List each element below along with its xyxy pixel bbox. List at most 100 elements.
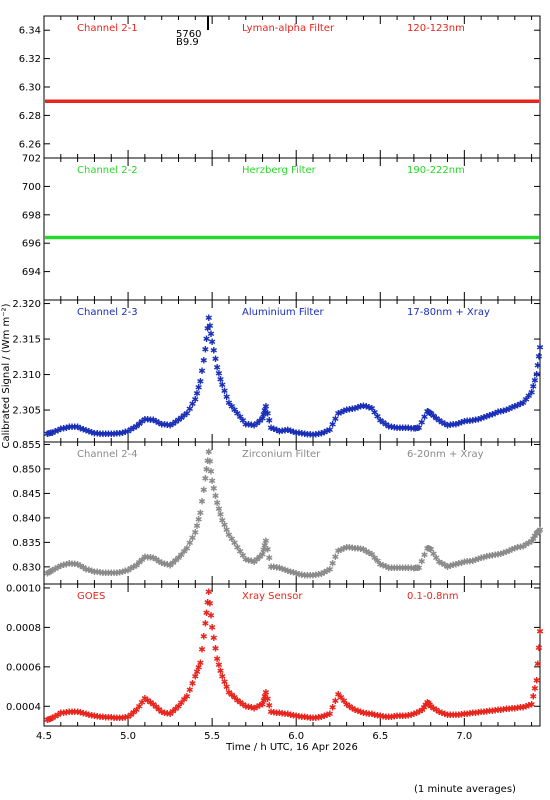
data-point: ✱ [278,565,286,575]
data-point: ✱ [528,537,536,547]
data-point: ✱ [144,553,152,563]
data-point: ✱ [281,710,289,720]
data-point: ✱ [360,402,368,412]
data-point: ✱ [242,702,250,712]
data-point: ✱ [82,710,90,720]
data-point: ✱ [323,567,331,577]
data-point: ✱ [379,562,387,572]
data-point: ✱ [262,537,270,547]
data-point: ✱ [452,420,460,430]
data-point: ✱ [116,714,124,724]
data-point: ✱ [534,362,542,372]
data-point: ✱ [180,696,188,706]
data-point: ✱ [44,430,52,440]
data-point: ✱ [203,466,211,476]
data-point: ✱ [399,712,407,722]
data-point: ✱ [323,711,331,721]
data-point: ✱ [469,557,477,567]
data-point: ✱ [533,677,541,687]
data-point: ✱ [519,542,527,552]
data-point: ✱ [99,713,107,723]
data-point: ✱ [242,420,250,430]
data-point: ✱ [402,564,410,574]
data-point: ✱ [435,558,443,568]
band-label: 190-222nm [407,165,465,176]
data-point: ✱ [427,546,435,556]
data-point: ✱ [102,569,110,579]
data-point: ✱ [309,714,317,724]
data-point: ✱ [489,411,497,421]
data-point: ✱ [329,420,337,430]
data-point: ✱ [463,558,471,568]
y-tick-label: 6.26 [19,139,41,150]
data-point: ✱ [266,702,274,712]
data-point: ✱ [497,407,505,417]
data-point: ✱ [405,711,413,721]
data-point: ✱ [198,367,206,377]
data-point: ✱ [413,564,421,574]
data-point: ✱ [379,419,387,429]
data-point: ✱ [192,395,200,405]
data-point: ✱ [393,564,401,574]
data-point: ✱ [183,410,191,420]
data-point: ✱ [253,703,261,713]
data-point: ✱ [166,422,174,432]
data-point: ✱ [234,410,242,420]
data-point: ✱ [228,691,236,701]
data-point: ✱ [530,382,538,392]
data-point: ✱ [326,565,334,575]
y-tick-label: 2.320 [12,299,41,310]
data-point: ✱ [65,559,73,569]
data-point: ✱ [136,559,144,569]
data-point: ✱ [382,420,390,430]
data-point: ✱ [368,405,376,415]
data-point: ✱ [197,659,205,669]
data-point: ✱ [110,714,118,724]
marker-label: B9.9 [176,37,199,48]
data-point: ✱ [486,552,494,562]
data-point: ✱ [133,706,141,716]
data-point: ✱ [169,420,177,430]
channel-label: GOES [77,591,105,602]
data-point: ✱ [93,568,101,578]
data-point: ✱ [198,498,206,508]
data-point: ✱ [164,561,172,571]
data-point: ✱ [261,692,269,702]
y-tick-label: 0.850 [12,464,41,475]
data-point: ✱ [204,324,212,334]
data-point: ✱ [405,564,413,574]
y-tick-label: 6.28 [19,111,41,122]
data-point: ✱ [315,571,323,581]
data-point: ✱ [422,701,430,711]
data-point: ✱ [63,709,71,719]
data-point: ✱ [508,546,516,556]
data-point: ✱ [388,713,396,723]
data-point: ✱ [385,713,393,723]
data-point: ✱ [511,544,519,554]
data-point: ✱ [421,551,429,561]
data-point: ✱ [452,711,460,721]
data-point: ✱ [298,571,306,581]
data-point: ✱ [102,713,110,723]
y-tick-label: 6.30 [19,83,41,94]
data-point: ✱ [205,588,213,598]
data-point: ✱ [362,547,370,557]
data-point: ✱ [402,712,410,722]
data-point: ✱ [332,415,340,425]
data-point: ✱ [323,427,331,437]
data-point: ✱ [276,709,284,719]
data-point: ✱ [166,710,174,720]
data-point: ✱ [121,713,129,723]
data-point: ✱ [424,407,432,417]
data-point: ✱ [206,458,214,468]
data-point: ✱ [494,408,502,418]
data-point: ✱ [413,709,421,719]
data-point: ✱ [85,711,93,721]
data-point: ✱ [172,556,180,566]
data-point: ✱ [500,407,508,417]
data-point: ✱ [130,709,138,719]
data-point: ✱ [158,559,166,569]
data-point: ✱ [189,534,197,544]
x-tick-label: 4.5 [36,731,52,742]
data-point: ✱ [391,712,399,722]
